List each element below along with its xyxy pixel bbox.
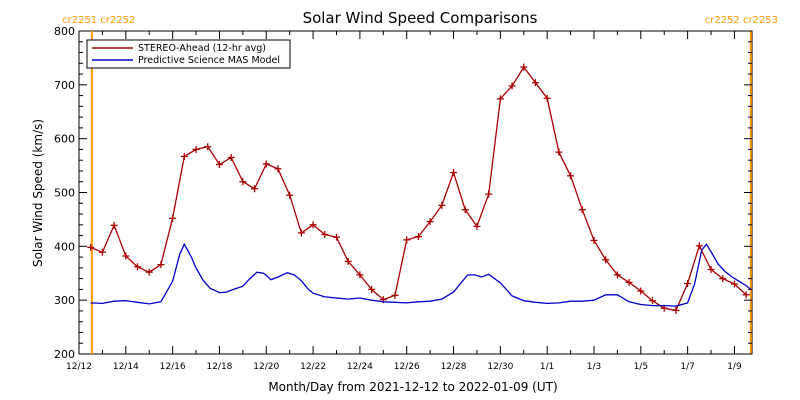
- data-point: [578, 206, 586, 214]
- data-point: [485, 190, 493, 198]
- x-axis-label: Month/Day from 2021-12-12 to 2022-01-09 …: [268, 380, 557, 394]
- data-point: [297, 229, 305, 237]
- data-point: [473, 222, 481, 230]
- data-point: [496, 95, 504, 103]
- y-tick-label: 700: [54, 79, 75, 92]
- x-tick-label: 12/18: [206, 362, 232, 372]
- y-tick-label: 200: [54, 348, 75, 361]
- data-point: [157, 261, 165, 269]
- x-tick-label: 12/24: [347, 362, 373, 372]
- data-point: [134, 263, 142, 271]
- y-tick-label: 400: [54, 240, 75, 253]
- data-point: [625, 278, 633, 286]
- legend-label-model: Predictive Science MAS Model: [138, 55, 280, 66]
- x-tick-label: 1/9: [727, 362, 742, 372]
- y-tick-label: 500: [54, 187, 75, 200]
- data-point: [356, 271, 364, 279]
- x-tick-label: 1/3: [587, 362, 601, 372]
- data-point: [613, 271, 621, 279]
- data-point: [707, 265, 715, 273]
- legend: STEREO-Ahead (12-hr avg) Predictive Scie…: [86, 39, 291, 69]
- data-point: [321, 230, 329, 238]
- x-tick-label: 1/1: [540, 362, 554, 372]
- chart-title: Solar Wind Speed Comparisons: [303, 9, 538, 27]
- series-line-1: [90, 242, 752, 307]
- data-point: [742, 291, 750, 299]
- data-point: [87, 243, 95, 251]
- data-point: [332, 233, 340, 241]
- x-tick-label: 12/28: [441, 362, 467, 372]
- data-point: [145, 268, 153, 276]
- data-point: [110, 221, 118, 229]
- data-point: [555, 148, 563, 156]
- data-point: [730, 280, 738, 288]
- data-point: [602, 256, 610, 264]
- data-point: [251, 185, 259, 193]
- data-point: [227, 154, 235, 162]
- data-point: [192, 145, 200, 153]
- data-point: [239, 178, 247, 186]
- data-point: [286, 191, 294, 199]
- data-point: [520, 63, 528, 71]
- y-tick-label: 800: [54, 25, 75, 38]
- legend-box: [86, 39, 291, 69]
- x-tick-label: 12/26: [394, 362, 420, 372]
- data-point: [438, 201, 446, 209]
- x-tick-label: 12/16: [160, 362, 186, 372]
- data-point: [274, 165, 282, 173]
- data-point: [122, 252, 130, 260]
- data-point: [180, 152, 188, 160]
- data-point: [450, 169, 458, 177]
- data-point: [98, 248, 106, 256]
- x-tick-label: 12/22: [300, 362, 326, 372]
- data-point: [567, 172, 575, 180]
- data-point: [543, 94, 551, 102]
- y-axis-label: Solar Wind Speed (km/s): [31, 119, 45, 267]
- legend-label-stereo: STEREO-Ahead (12-hr avg): [138, 43, 266, 54]
- data-point: [204, 143, 212, 151]
- x-axis: 12/12 12/14 12/16 12/18 12/20 12/22 12/24 12/26…: [66, 31, 742, 372]
- rotation-label-left: cr2251 cr2252: [62, 15, 135, 26]
- y-axis: 200 300 400 500 600 700 800: [54, 25, 752, 361]
- x-tick-label: 12/20: [253, 362, 279, 372]
- data-point: [590, 236, 598, 244]
- x-tick-label: 12/14: [113, 362, 139, 372]
- rotation-label-right: cr2252 cr2253: [705, 15, 778, 26]
- data-point: [344, 257, 352, 265]
- x-tick-label: 1/7: [680, 362, 694, 372]
- data-point: [403, 236, 411, 244]
- x-tick-label: 1/5: [634, 362, 648, 372]
- data-point: [309, 221, 317, 229]
- x-tick-label: 12/30: [487, 362, 513, 372]
- data-point: [637, 287, 645, 295]
- data-point: [695, 242, 703, 250]
- data-point: [215, 161, 223, 169]
- data-point: [719, 275, 727, 283]
- data-point: [684, 279, 692, 287]
- data-point: [368, 285, 376, 293]
- x-tick-label: 12/12: [66, 362, 92, 372]
- data-point: [672, 306, 680, 314]
- data-point: [414, 233, 422, 241]
- data-point: [461, 206, 469, 214]
- data-point: [262, 160, 270, 168]
- data-point: [426, 218, 434, 226]
- data-point: [169, 214, 177, 222]
- series-layer: [87, 63, 752, 314]
- data-point: [391, 291, 399, 299]
- data-point: [649, 297, 657, 305]
- data-point: [508, 82, 516, 90]
- data-point: [531, 79, 539, 87]
- series-line-0: [90, 65, 747, 312]
- y-tick-label: 600: [54, 133, 75, 146]
- y-tick-label: 300: [54, 294, 75, 307]
